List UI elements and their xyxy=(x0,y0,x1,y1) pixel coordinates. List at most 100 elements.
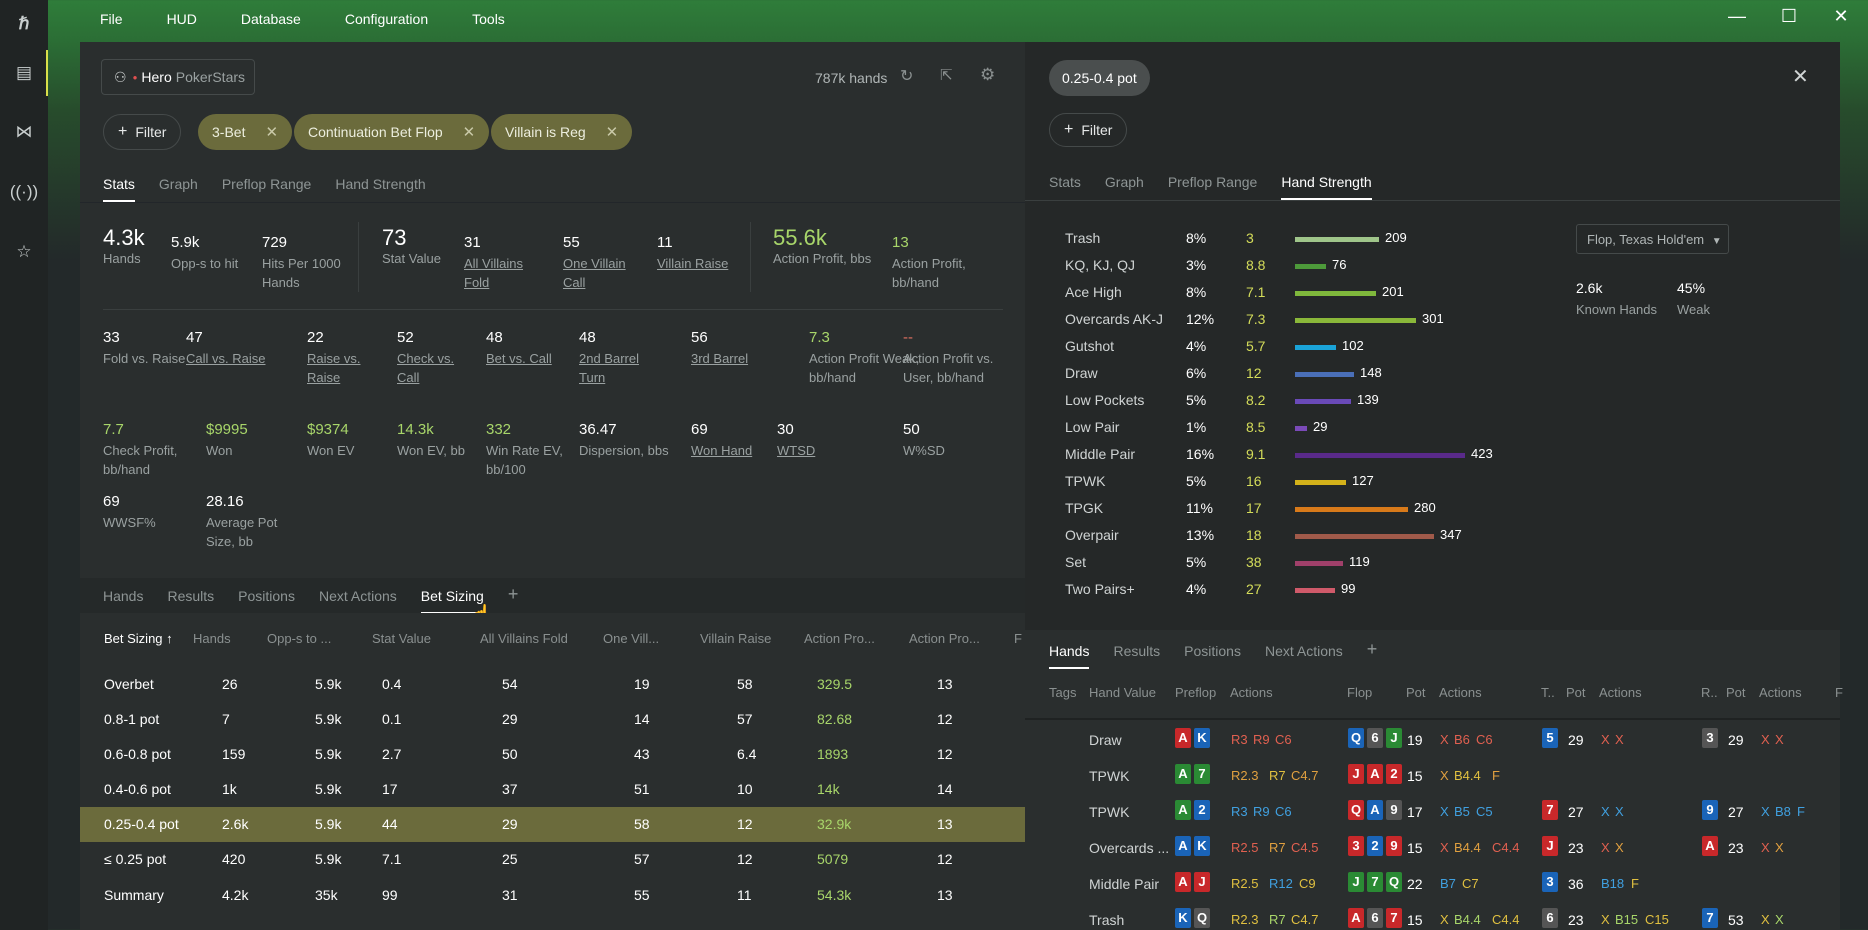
stat-cell[interactable]: 22 Raise vs. Raise xyxy=(307,328,387,387)
hand-row[interactable]: TPWK A 7 R2.3 R7 C4.7 J A 2 15 X B4.4 F xyxy=(1025,758,1840,794)
minimize-icon[interactable]: — xyxy=(1728,6,1746,26)
share-graph-icon[interactable]: ⋈ xyxy=(15,122,33,141)
col-river[interactable]: R.. xyxy=(1701,685,1718,700)
hand-strength-row[interactable]: Gutshot 4% 5.7 102 xyxy=(1065,338,1525,365)
col-actions-river[interactable]: Actions xyxy=(1759,685,1802,700)
tab-stats[interactable]: Stats xyxy=(103,176,135,202)
col-stat-value[interactable]: Stat Value xyxy=(372,631,432,646)
stat-label[interactable]: Check vs. Call xyxy=(397,351,455,385)
tab-hands[interactable]: Hands xyxy=(103,588,144,604)
menu-database[interactable]: Database xyxy=(240,11,301,27)
stat-cell[interactable]: 30 WTSD xyxy=(777,420,857,460)
menu-hud[interactable]: HUD xyxy=(166,11,197,27)
close-panel-icon[interactable]: ✕ xyxy=(1792,66,1809,88)
tab-results[interactable]: Results xyxy=(167,588,215,604)
hand-strength-row[interactable]: Trash 8% 3 209 xyxy=(1065,230,1525,257)
stat-cell[interactable]: 52 Check vs. Call xyxy=(397,328,477,387)
stat-cell[interactable]: 48 2nd Barrel Turn xyxy=(579,328,659,387)
add-tab-icon[interactable]: + xyxy=(1366,639,1378,659)
settings-gear-icon[interactable]: ⚙ xyxy=(980,65,996,84)
hand-strength-row[interactable]: Ace High 8% 7.1 201 xyxy=(1065,284,1525,311)
table-row[interactable]: ≤ 0.25 pot 420 5.9k 7.1 25 57 12 5079 12 xyxy=(80,842,1025,877)
tab-preflop-range[interactable]: Preflop Range xyxy=(1167,174,1258,190)
col-actions-pf[interactable]: Actions xyxy=(1230,685,1273,700)
menu-configuration[interactable]: Configuration xyxy=(344,11,429,27)
filter-chip-villain-reg[interactable]: Villain is Reg ✕ xyxy=(491,114,633,150)
table-row[interactable]: 0.8-1 pot 7 5.9k 0.1 29 14 57 82.68 12 xyxy=(80,702,1025,737)
stat-cell[interactable]: 31 All Villains Fold xyxy=(464,233,549,292)
menu-tools[interactable]: Tools xyxy=(472,11,505,27)
hand-strength-row[interactable]: Low Pair 1% 8.5 29 xyxy=(1065,419,1525,446)
hand-strength-row[interactable]: Overcards AK-J 12% 7.3 301 xyxy=(1065,311,1525,338)
tab-hand-strength[interactable]: Hand Strength xyxy=(335,176,426,192)
stat-label[interactable]: One Villain Call xyxy=(563,256,626,290)
refresh-icon[interactable]: ↻ xyxy=(900,68,914,85)
player-selector[interactable]: ⚇ ● Hero PokerStars xyxy=(101,59,255,95)
stat-cell[interactable]: 55 One Villain Call xyxy=(563,233,648,292)
table-row[interactable]: 0.4-0.6 pot 1k 5.9k 17 37 51 10 14k 14 xyxy=(80,772,1025,807)
remove-filter-icon[interactable]: ✕ xyxy=(605,124,619,141)
col-f[interactable]: F xyxy=(1014,631,1022,646)
col-turn[interactable]: T.. xyxy=(1541,685,1555,700)
table-row[interactable]: Summary 4.2k 35k 99 31 55 11 54.3k 13 xyxy=(80,878,1025,913)
filter-button[interactable]: + Filter xyxy=(103,114,182,150)
filter-chip-3bet[interactable]: 3-Bet ✕ xyxy=(198,114,293,150)
col-f[interactable]: F xyxy=(1835,685,1843,700)
col-pot-flop[interactable]: Pot xyxy=(1406,685,1426,700)
close-window-icon[interactable]: ✕ xyxy=(1833,6,1849,26)
hand-strength-row[interactable]: Middle Pair 16% 9.1 423 xyxy=(1065,446,1525,473)
hand-strength-row[interactable]: KQ, KJ, QJ 3% 8.8 76 xyxy=(1065,257,1525,284)
filter-chip-cbet-flop[interactable]: Continuation Bet Flop ✕ xyxy=(294,114,490,150)
remove-filter-icon[interactable]: ✕ xyxy=(265,124,279,141)
stat-label[interactable]: Villain Raise xyxy=(657,256,729,271)
stat-label[interactable]: Raise vs. Raise xyxy=(307,351,361,385)
stat-label[interactable]: WTSD xyxy=(777,443,816,458)
hand-row[interactable]: Draw A K R3 R9 C6 Q 6 J 19 X B6 C6 5 29 X X 3 29 X X xyxy=(1025,722,1840,758)
hand-row[interactable]: Overcards ... A K R2.5 R7 C4.5 3 2 9 15 X B4.4 C4.4 J… xyxy=(1025,830,1840,866)
game-type-dropdown[interactable]: Flop, Texas Hold'em ▼ xyxy=(1576,224,1729,254)
col-pot-river[interactable]: Pot xyxy=(1726,685,1746,700)
col-pot-turn[interactable]: Pot xyxy=(1566,685,1586,700)
hand-row[interactable]: Trash K Q R2.3 R7 C4.7 A 6 7 15 X B4.4 C4.4 6 23 X B15 C1… xyxy=(1025,902,1840,930)
tab-hand-strength[interactable]: Hand Strength xyxy=(1281,174,1372,200)
stat-label[interactable]: Call vs. Raise xyxy=(186,351,266,366)
hand-strength-row[interactable]: Low Pockets 5% 8.2 139 xyxy=(1065,392,1525,419)
hand-row[interactable]: TPWK A 2 R3 R9 C6 Q A 9 17 X B5 C5 7 27 X X 9 27 X B8 F xyxy=(1025,794,1840,830)
tab-stats[interactable]: Stats xyxy=(1049,174,1081,190)
stat-label[interactable]: 3rd Barrel xyxy=(691,351,749,366)
table-row[interactable]: Overbet 26 5.9k 0.4 54 19 58 329.5 13 xyxy=(80,667,1025,702)
col-villain-raise[interactable]: Villain Raise xyxy=(700,631,772,646)
col-flop[interactable]: Flop xyxy=(1347,685,1373,700)
stat-cell[interactable]: 11 Villain Raise xyxy=(657,233,742,273)
col-preflop[interactable]: Preflop xyxy=(1175,685,1217,700)
tab-hands[interactable]: Hands xyxy=(1049,643,1090,669)
col-one-villain[interactable]: One Vill... xyxy=(603,631,660,646)
reports-icon[interactable]: ▤ xyxy=(15,63,33,82)
stat-cell[interactable]: 56 3rd Barrel xyxy=(691,328,771,368)
tab-next-actions[interactable]: Next Actions xyxy=(318,588,397,604)
table-row[interactable]: 0.6-0.8 pot 159 5.9k 2.7 50 43 6.4 1893 12 xyxy=(80,737,1025,772)
starred-list-icon[interactable]: ☆ xyxy=(16,242,32,261)
col-bet-sizing[interactable]: Bet Sizing ↑ xyxy=(104,631,173,646)
stat-label[interactable]: Bet vs. Call xyxy=(486,351,552,366)
add-tab-icon[interactable]: + xyxy=(507,584,519,604)
hand-strength-row[interactable]: TPGK 11% 17 280 xyxy=(1065,500,1525,527)
hand-strength-row[interactable]: Set 5% 38 119 xyxy=(1065,554,1525,581)
col-opps[interactable]: Opp-s to ... xyxy=(267,631,332,646)
stat-cell[interactable]: 48 Bet vs. Call xyxy=(486,328,566,368)
tab-graph[interactable]: Graph xyxy=(1104,174,1144,190)
tab-positions[interactable]: Positions xyxy=(1184,643,1241,659)
maximize-icon[interactable]: ☐ xyxy=(1780,6,1798,26)
tab-graph[interactable]: Graph xyxy=(158,176,198,192)
tab-positions[interactable]: Positions xyxy=(238,588,295,604)
col-action-profit-1[interactable]: Action Pro... xyxy=(804,631,875,646)
hand-strength-row[interactable]: Overpair 13% 18 347 xyxy=(1065,527,1525,554)
stat-cell[interactable]: 47 Call vs. Raise xyxy=(186,328,276,368)
remove-filter-icon[interactable]: ✕ xyxy=(462,124,476,141)
menu-file[interactable]: File xyxy=(100,11,123,27)
table-row[interactable]: 0.25-0.4 pot 2.6k 5.9k 44 29 58 12 32.9k 13 xyxy=(80,807,1025,842)
export-icon[interactable]: ⇱ xyxy=(940,67,953,84)
stat-label[interactable]: 2nd Barrel Turn xyxy=(579,351,639,385)
col-hand-value[interactable]: Hand Value xyxy=(1089,685,1156,700)
tab-results[interactable]: Results xyxy=(1113,643,1161,659)
